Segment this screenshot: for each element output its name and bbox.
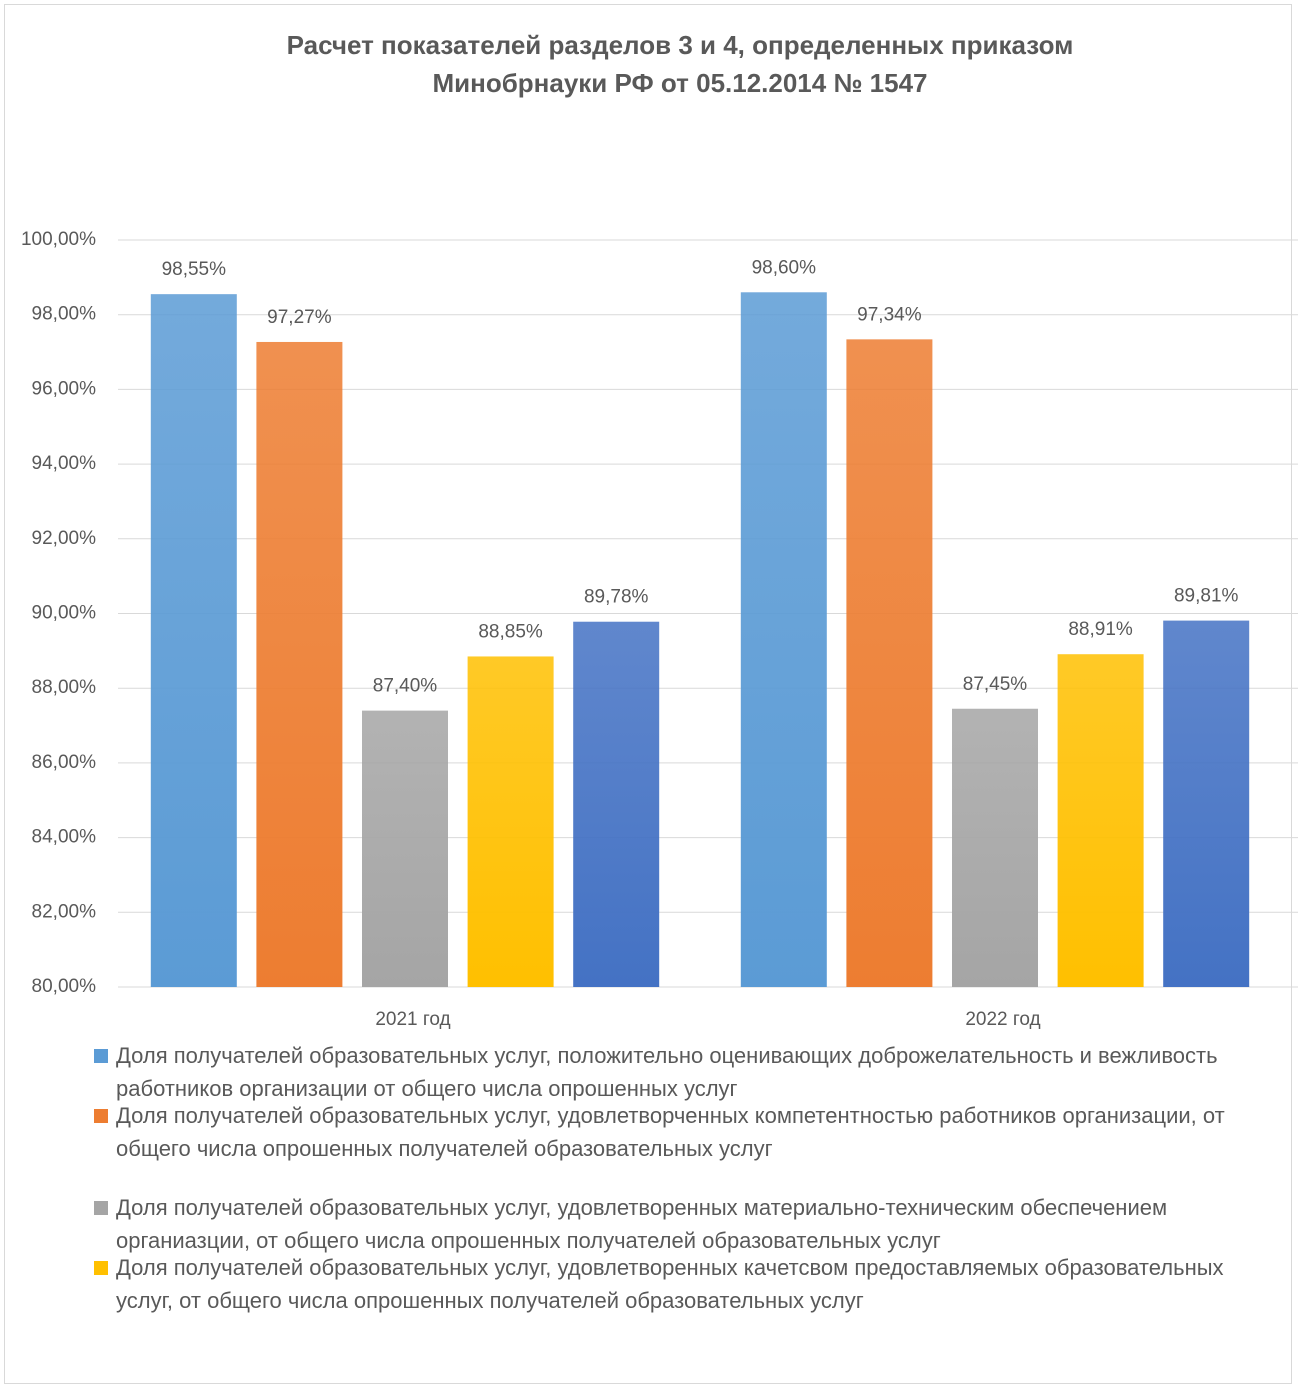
y-tick-label: 100,00% (21, 229, 96, 250)
data-label: 89,81% (1174, 586, 1239, 607)
bar (467, 656, 554, 987)
legend-swatch (94, 1201, 108, 1215)
y-tick-label: 80,00% (32, 976, 97, 997)
bar (846, 339, 933, 987)
legend-entry: Доля получателей образовательных услуг, … (92, 1191, 1232, 1257)
legend: Доля получателей образовательных услуг, … (92, 1039, 1232, 1313)
legend-entry: Доля получателей образовательных услуг, … (92, 1251, 1232, 1317)
data-label: 87,45% (963, 674, 1028, 695)
bar (150, 294, 237, 988)
bar (362, 710, 448, 987)
legend-label: Доля получателей образовательных услуг, … (116, 1195, 1168, 1253)
y-tick-label: 92,00% (32, 528, 97, 549)
chart: 80,00% 82,00% 84,00% 86,00% 88,00% 90,00% 92,0… (21, 229, 1298, 1030)
y-tick-label: 82,00% (32, 901, 97, 922)
y-tick-label: 88,00% (32, 677, 97, 698)
legend-label: Доля получателей образовательных услуг, … (116, 1103, 1225, 1161)
legend-swatch (94, 1109, 108, 1123)
data-label: 88,85% (478, 621, 543, 642)
bar (256, 341, 343, 987)
legend-swatch (94, 1049, 108, 1063)
y-tick-label: 84,00% (32, 827, 97, 848)
y-tick-label: 94,00% (32, 453, 97, 474)
data-label: 98,60% (752, 257, 817, 278)
legend-label: Доля получателей образовательных услуг, … (116, 1255, 1224, 1313)
legend-entry: Доля получателей образовательных услуг, … (92, 1099, 1232, 1165)
data-label: 89,78% (584, 587, 649, 608)
data-label: 98,55% (162, 259, 227, 280)
legend-label: Доля получателей образовательных услуг, … (116, 1043, 1218, 1101)
chart-title: Расчет показателей разделов 3 и 4, опред… (286, 30, 1074, 98)
y-tick-label: 96,00% (32, 378, 97, 399)
legend-entry: Доля получателей образовательных услуг, … (92, 1039, 1232, 1105)
bar (1057, 654, 1144, 987)
y-tick-label: 90,00% (32, 603, 97, 624)
data-label: 97,34% (857, 304, 922, 325)
data-label: 97,27% (267, 307, 332, 328)
bar (1163, 620, 1250, 987)
bar (952, 708, 1038, 987)
x-tick-label: 2021 год (375, 1009, 450, 1030)
data-label: 87,40% (373, 676, 438, 697)
y-tick-label: 86,00% (32, 752, 97, 773)
legend-swatch (94, 1261, 108, 1275)
bar (740, 292, 827, 987)
bar (573, 621, 660, 987)
x-tick-label: 2022 год (965, 1009, 1040, 1030)
data-label: 88,91% (1068, 619, 1133, 640)
y-tick-label: 98,00% (32, 304, 97, 325)
